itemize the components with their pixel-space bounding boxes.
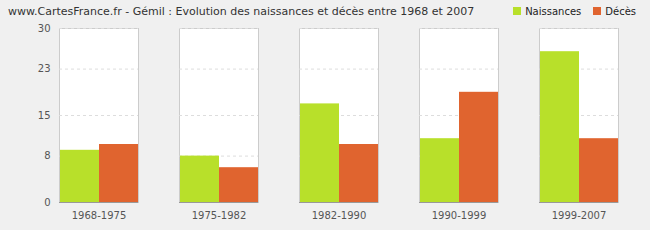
svg-text:23: 23 xyxy=(38,63,51,74)
svg-text:8: 8 xyxy=(44,150,50,161)
svg-text:1968-1975: 1968-1975 xyxy=(72,210,127,221)
svg-text:1990-1999: 1990-1999 xyxy=(432,210,487,221)
svg-text:30: 30 xyxy=(38,23,51,34)
svg-text:0: 0 xyxy=(44,197,50,208)
svg-text:1975-1982: 1975-1982 xyxy=(192,210,247,221)
html-text:Naissances: Naissances xyxy=(525,5,582,17)
svg-text:1982-1990: 1982-1990 xyxy=(312,210,367,221)
html-text:www.CartesFrance.fr - Gémil :: www.CartesFrance.fr - Gémil : Evolution … xyxy=(8,4,475,18)
svg-text:1999-2007: 1999-2007 xyxy=(552,210,607,221)
html-text:Décès: Décès xyxy=(605,5,636,17)
svg-text:15: 15 xyxy=(38,110,51,121)
